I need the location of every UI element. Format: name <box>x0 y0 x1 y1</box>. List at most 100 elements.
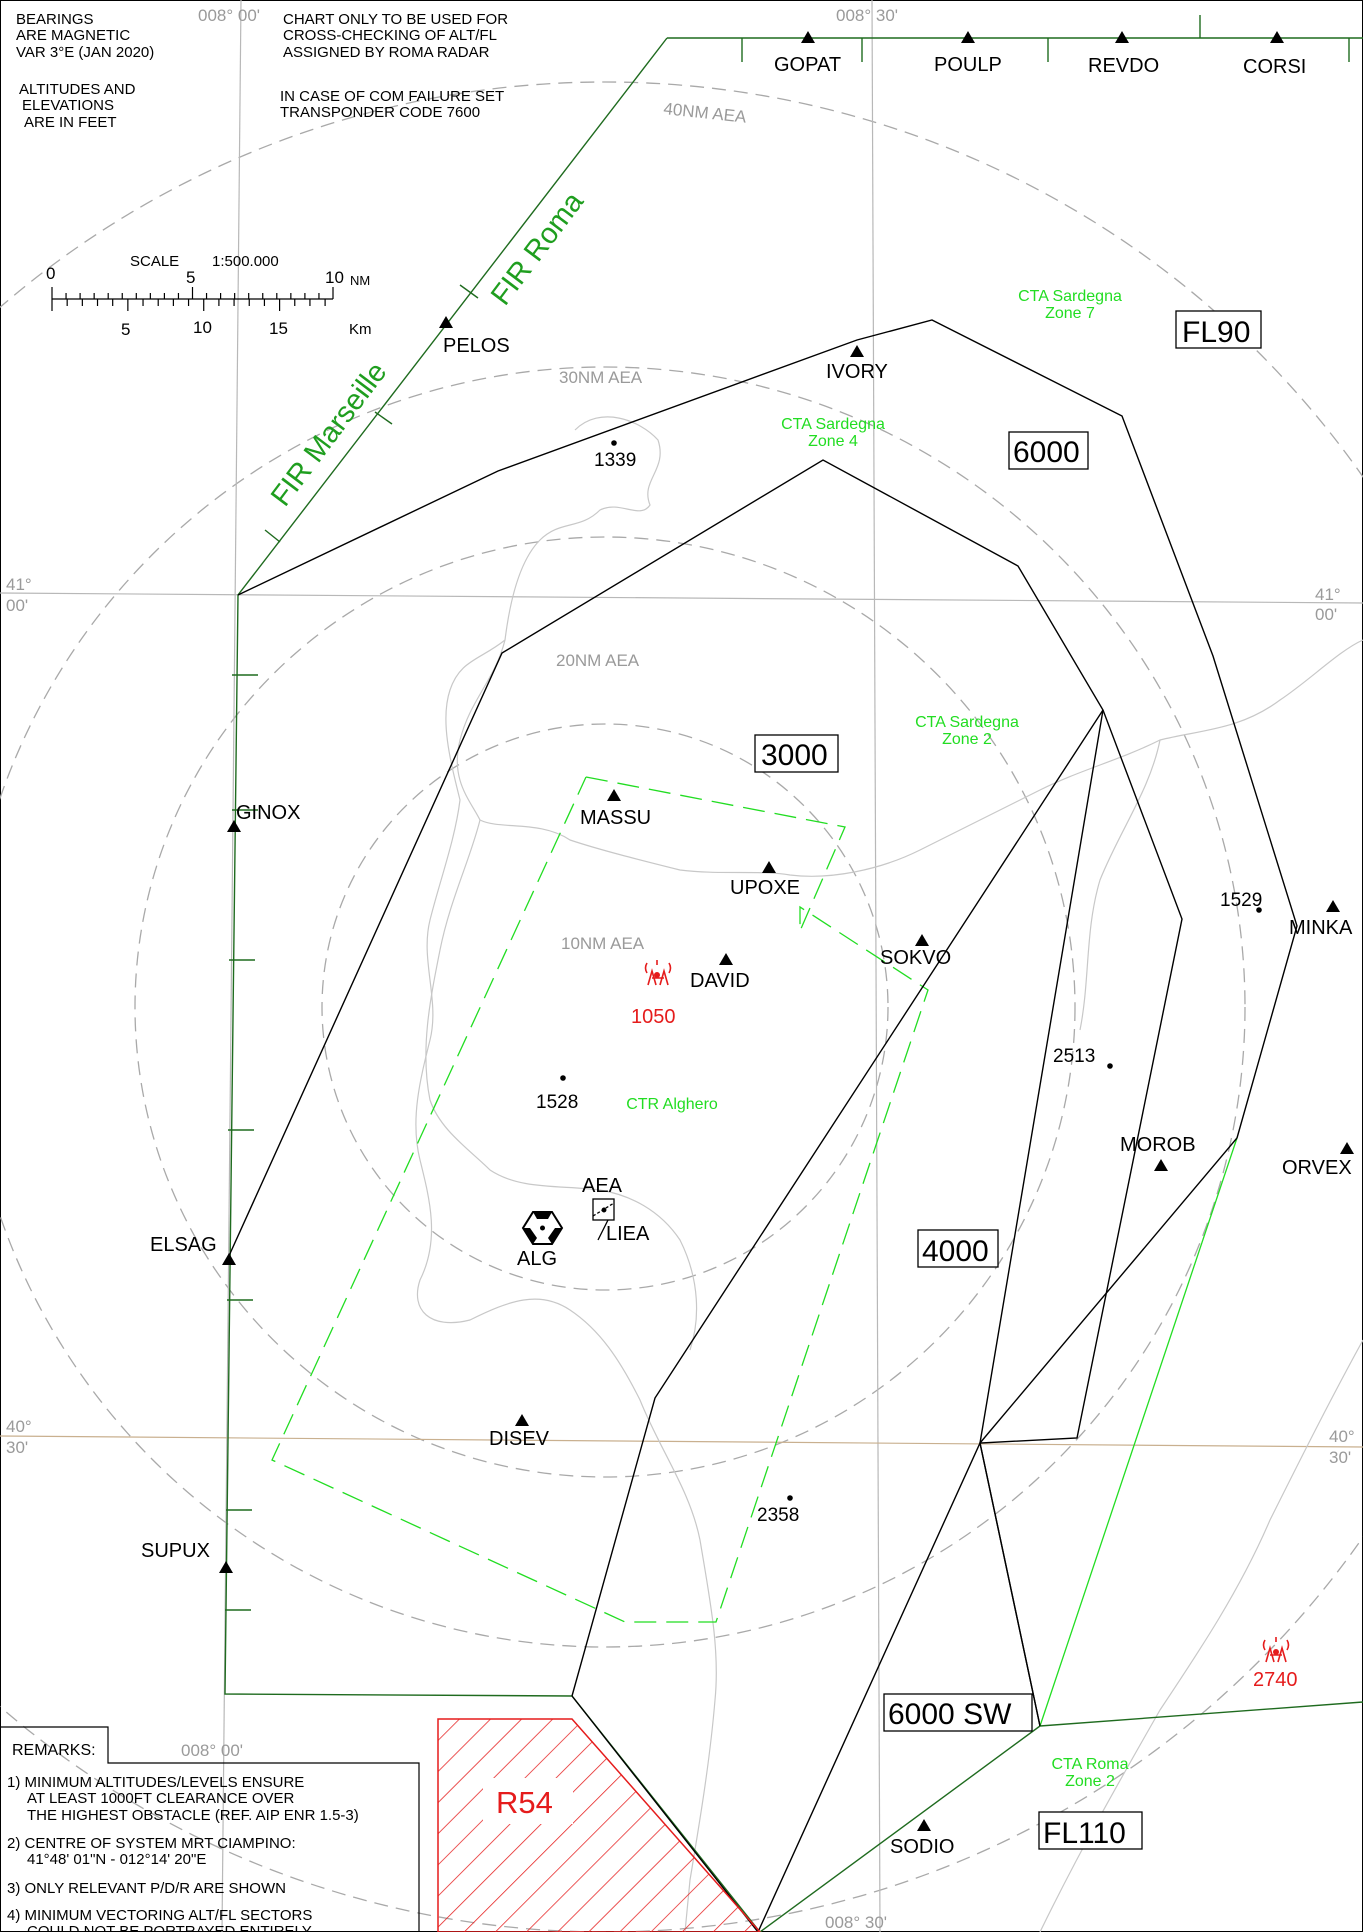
cta-zone2-boundary <box>1039 1137 1238 1727</box>
lon-label-0830-bottom: 008° 30' <box>825 1913 887 1932</box>
scale-nm-10: 10 <box>325 268 344 287</box>
mva-box-fl90: FL90 <box>1175 310 1262 349</box>
mva-value: 3000 <box>761 739 828 772</box>
waypoint-label: PELOS <box>443 335 510 357</box>
aea-rings <box>0 81 1363 1932</box>
scale-km-15: 15 <box>269 319 288 338</box>
lat-label-4100-deg-right: 41° <box>1315 585 1341 604</box>
waypoint-label: SOKVO <box>880 947 951 969</box>
remark-1a: 1) MINIMUM ALTITUDES/LEVELS ENSURE <box>7 1774 304 1791</box>
waypoint-sodio[interactable]: SODIO <box>890 1819 954 1858</box>
spot-elevation: 1339 <box>594 440 636 471</box>
waypoint-ivory[interactable]: IVORY <box>826 345 888 383</box>
ring-20nm <box>134 536 1076 1478</box>
remark-3: 3) ONLY RELEVANT P/D/R ARE SHOWN <box>7 1880 286 1897</box>
elevation-label: 2513 <box>1053 1046 1095 1067</box>
ctr-alghero-boundary <box>271 776 929 1623</box>
note-bearings-2: ARE MAGNETIC <box>16 27 130 44</box>
waypoint-pelos[interactable]: PELOS <box>439 316 510 357</box>
remark-1b: AT LEAST 1000FT CLEARANCE OVER <box>27 1790 294 1807</box>
waypoint-ginox[interactable]: GINOX <box>227 802 300 832</box>
waypoint-label: MOROB <box>1120 1134 1196 1156</box>
waypoint-corsi[interactable]: CORSI <box>1243 31 1306 78</box>
remarks-title: REMARKS: <box>12 1742 96 1759</box>
waypoint-label: REVDO <box>1088 55 1159 77</box>
waypoint-upoxe[interactable]: UPOXE <box>730 861 800 899</box>
lat-label-4030-deg: 40° <box>6 1417 32 1436</box>
airspace-labels: CTA Sardegna Zone 7 CTA Sardegna Zone 4 … <box>626 288 1128 1790</box>
lat-label-4100-min-right: 00' <box>1315 605 1337 624</box>
waypoint-label: ORVEX <box>1282 1157 1352 1179</box>
waypoint-elsag[interactable]: ELSAG <box>150 1234 236 1265</box>
waypoint-label: GOPAT <box>774 54 841 76</box>
note-usage-3: ASSIGNED BY ROMA RADAR <box>283 44 490 61</box>
scale-title: SCALE <box>130 253 179 270</box>
waypoint-label: GINOX <box>236 802 300 824</box>
waypoint-massu[interactable]: MASSU <box>580 789 651 829</box>
note-altitudes-2: ELEVATIONS <box>22 97 114 114</box>
spot-elevation: 1528 <box>536 1075 578 1113</box>
scale-nm-unit: NM <box>350 273 370 288</box>
elevation-label: 1529 <box>1220 890 1262 911</box>
spot-elevation: 2358 <box>757 1495 799 1526</box>
scale-bar: SCALE 1:500.000 0 5 10 NM 5 10 15 Km <box>46 253 372 339</box>
cta-zone7-label-1: CTA Sardegna <box>1018 288 1122 305</box>
lon-label-0800-bottom: 008° 00' <box>181 1741 243 1760</box>
waypoint-sokvo[interactable]: SOKVO <box>880 934 951 969</box>
waypoint-label: SODIO <box>890 1836 954 1858</box>
mva-value: 6000 <box>1013 436 1080 469</box>
elevation-label: 2358 <box>757 1505 799 1526</box>
waypoint-orvex[interactable]: ORVEX <box>1282 1142 1354 1179</box>
scale-ticks <box>51 287 334 311</box>
note-altitudes-1: ALTITUDES AND <box>19 81 136 98</box>
remark-1c: THE HIGHEST OBSTACLE (REF. AIP ENR 1.5-3… <box>27 1807 359 1824</box>
lat-label-4100-deg: 41° <box>6 575 32 594</box>
waypoint-minka[interactable]: MINKA <box>1289 900 1353 939</box>
mva-box-fl110: FL110 <box>1038 1811 1143 1850</box>
mva-box-6000-sw: 6000 SW <box>883 1693 1033 1732</box>
obstacles: 1050 2740 <box>631 960 1298 1691</box>
waypoint-label: MINKA <box>1289 917 1353 939</box>
waypoint-supux[interactable]: SUPUX <box>141 1540 233 1573</box>
waypoint-revdo[interactable]: REVDO <box>1088 31 1159 77</box>
note-bearings-1: BEARINGS <box>16 11 94 28</box>
remark-4b: COULD NOT BE PORTRAYED ENTIRELY <box>27 1923 312 1932</box>
waypoint-disev[interactable]: DISEV <box>489 1414 550 1450</box>
scale-km-5: 5 <box>121 320 130 339</box>
waypoint-david[interactable]: DAVID <box>690 953 750 992</box>
lon-label-0830: 008° 30' <box>836 6 898 25</box>
waypoint-label: POULP <box>934 54 1002 76</box>
ring-label-20nm: 20NM AEA <box>556 651 640 670</box>
fir-marseille-label: FIR Marseille <box>265 357 393 513</box>
waypoint-label: DAVID <box>690 970 750 992</box>
note-comfail-1: IN CASE OF COM FAILURE SET <box>280 88 504 105</box>
cta-roma2-label-1: CTA Roma <box>1051 1756 1128 1773</box>
waypoint-label: DISEV <box>489 1428 550 1450</box>
ctr-alghero-label: CTR Alghero <box>626 1096 718 1113</box>
remark-2a: 2) CENTRE OF SYSTEM MRT CIAMPINO: <box>7 1835 296 1852</box>
ring-label-40nm: 40NM AEA <box>663 99 748 127</box>
r54-label: R54 <box>496 1785 553 1820</box>
scale-nm-5: 5 <box>186 268 195 287</box>
obstacle-icon <box>1262 1637 1290 1663</box>
airport-alghero[interactable]: AEA LIEA ALG <box>517 1175 650 1270</box>
waypoint-label: CORSI <box>1243 56 1306 78</box>
waypoint-label: MASSU <box>580 807 651 829</box>
remark-2b: 41°48' 01"N - 012°14' 20"E <box>27 1851 206 1868</box>
cta-zone2-label-2: Zone 2 <box>942 731 992 748</box>
ring-10nm <box>321 723 889 1291</box>
mva-box-6000: 6000 <box>1008 431 1089 470</box>
header-notes: BEARINGS ARE MAGNETIC VAR 3°E (JAN 2020)… <box>16 11 508 131</box>
waypoint-gopat[interactable]: GOPAT <box>774 31 841 76</box>
waypoint-morob[interactable]: MOROB <box>1120 1134 1196 1171</box>
mva-value: FL90 <box>1182 316 1250 349</box>
spot-elevation: 1529 <box>1220 890 1262 913</box>
ring-label-30nm: 30NM AEA <box>559 368 643 387</box>
scale-km-10: 10 <box>193 318 212 337</box>
waypoint-poulp[interactable]: POULP <box>934 31 1002 76</box>
obstacle-icon <box>644 960 672 986</box>
vor-dme-icon <box>521 1211 564 1245</box>
aea-label: AEA <box>582 1175 623 1197</box>
obstacle-label: 1050 <box>631 1006 676 1028</box>
mva-value: FL110 <box>1043 1817 1126 1850</box>
